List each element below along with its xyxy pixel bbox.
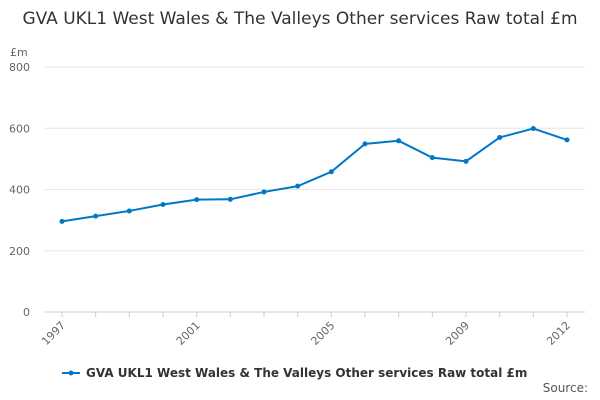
data-point xyxy=(564,137,570,143)
data-point xyxy=(227,196,233,202)
legend-label: GVA UKL1 West Wales & The Valleys Other … xyxy=(86,366,528,380)
data-point xyxy=(429,155,435,161)
data-point xyxy=(261,189,267,195)
data-point xyxy=(530,126,536,132)
x-tick-label: 2005 xyxy=(308,319,337,348)
y-tick-label: 200 xyxy=(9,245,30,258)
data-point xyxy=(126,208,132,214)
y-tick-label: 0 xyxy=(23,306,30,319)
y-tick-label: 600 xyxy=(9,122,30,135)
x-tick-label: 1997 xyxy=(39,319,68,348)
data-point xyxy=(295,183,301,189)
data-point xyxy=(59,218,65,224)
data-point xyxy=(328,169,334,175)
x-tick-label: 2012 xyxy=(544,319,573,348)
data-point xyxy=(362,141,368,147)
y-axis-label: £m xyxy=(10,46,28,59)
data-point xyxy=(463,158,469,164)
source-label: Source: xyxy=(542,381,588,395)
data-point xyxy=(160,202,166,208)
legend-line-icon xyxy=(62,370,80,376)
legend-item[interactable]: GVA UKL1 West Wales & The Valleys Other … xyxy=(62,366,527,380)
chart-title: GVA UKL1 West Wales & The Valleys Other … xyxy=(22,9,578,29)
series-line xyxy=(61,127,568,223)
data-point xyxy=(194,197,200,203)
data-point xyxy=(93,213,99,219)
y-tick-label: 800 xyxy=(9,61,30,74)
data-point xyxy=(497,134,503,140)
y-tick-label: 400 xyxy=(9,184,30,197)
x-tick-label: 2001 xyxy=(174,319,203,348)
x-tick-label: 2009 xyxy=(443,319,472,348)
data-point xyxy=(396,138,402,144)
